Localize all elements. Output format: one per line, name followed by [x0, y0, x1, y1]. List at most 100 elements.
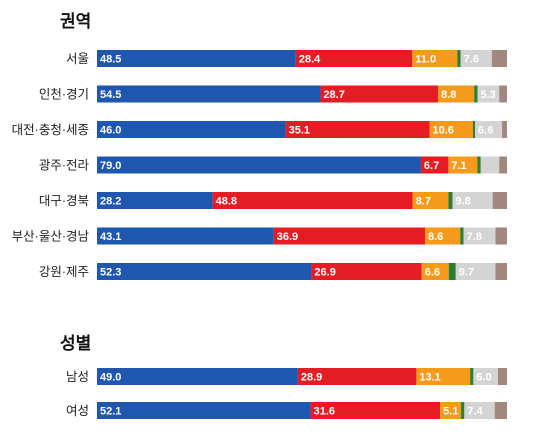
bar-segment [412, 50, 458, 67]
data-label: 48.8 [216, 196, 237, 208]
bar-segment [494, 402, 507, 419]
data-label: 6.6 [478, 125, 493, 137]
bar-segment [421, 263, 449, 280]
bar-segment [474, 85, 478, 103]
data-label: 54.5 [100, 89, 121, 101]
bar-segment [452, 192, 493, 209]
bar-segment [492, 192, 507, 209]
data-label: 5.1 [443, 406, 458, 418]
bar-segment [97, 263, 312, 280]
row-label: 대구·경북 [39, 194, 89, 208]
data-label: 48.5 [100, 54, 121, 66]
data-label: 28.9 [301, 372, 322, 384]
row-label: 남성 [66, 370, 89, 384]
bar-segment [472, 121, 476, 138]
data-label: 5.3 [480, 89, 495, 101]
data-label: 13.1 [419, 372, 440, 384]
bar-segment [491, 50, 507, 67]
data-label: 52.1 [100, 406, 121, 418]
bar-segment [460, 50, 492, 67]
data-label: 8.7 [416, 196, 431, 208]
bar-segment [212, 192, 413, 209]
bar-segment [97, 227, 274, 245]
row-label: 서울 [66, 52, 89, 66]
group-title: 권역 [60, 12, 91, 31]
data-label: 9.8 [455, 196, 470, 208]
bar-segment [473, 368, 498, 385]
data-label: 31.6 [314, 406, 335, 418]
bar-segment [480, 156, 500, 174]
bar-segment [311, 263, 422, 280]
data-label: 6.6 [425, 267, 440, 279]
bar-segment [420, 156, 449, 174]
data-label: 7.6 [464, 54, 479, 66]
bar-segment [448, 263, 456, 280]
bar-segment [502, 121, 507, 138]
bar-segment [429, 121, 473, 138]
bar-segment [273, 227, 425, 245]
group-title: 성별 [60, 334, 91, 353]
row-label: 부산·울산·경남 [12, 230, 90, 244]
bar-segment [495, 227, 507, 245]
data-label: 26.9 [314, 267, 335, 279]
row-label: 강원·제주 [39, 265, 89, 279]
bar-segment [412, 192, 449, 209]
bar-segment [97, 85, 321, 103]
bar-segment [440, 402, 462, 419]
bar-segment [499, 85, 507, 103]
row-label: 인천·경기 [39, 87, 89, 102]
data-label: 46.0 [100, 125, 121, 137]
data-label: 6.7 [424, 160, 439, 172]
bar-segment [461, 402, 465, 419]
data-label: 28.7 [323, 89, 344, 101]
data-label: 7.1 [451, 160, 466, 172]
bar-segment [477, 85, 500, 103]
data-label: 79.0 [100, 160, 121, 172]
bar-segment [285, 121, 430, 138]
data-label: 49.0 [100, 372, 121, 384]
row-label: 여성 [66, 404, 89, 418]
bar-segment [416, 368, 471, 385]
row-label: 대전·충청·세종 [12, 123, 89, 137]
bar-segment [455, 263, 496, 280]
bar-segment [457, 50, 461, 67]
bar-segment [463, 227, 496, 245]
data-label: 28.2 [100, 196, 121, 208]
bar-segment [477, 156, 481, 174]
data-label: 7.4 [467, 406, 483, 418]
bar-segment [460, 227, 464, 245]
data-label: 9.7 [459, 267, 474, 279]
row-label: 광주·전라 [39, 159, 90, 173]
data-label: 7.8 [467, 231, 482, 243]
bar-segment [97, 121, 286, 138]
data-label: 6.0 [476, 372, 491, 384]
bar-segment [495, 263, 507, 280]
bar-segment [297, 368, 417, 385]
data-label: 36.9 [277, 231, 298, 243]
bar-segment [497, 368, 507, 385]
data-label: 35.1 [289, 125, 310, 137]
data-label: 8.6 [428, 231, 443, 243]
data-label: 28.4 [299, 54, 321, 66]
data-label: 8.8 [441, 89, 456, 101]
data-label: 43.1 [100, 231, 121, 243]
bar-segment [97, 192, 213, 209]
bar-segment [97, 50, 296, 67]
bar-segment [448, 192, 453, 209]
bar-segment [425, 227, 461, 245]
bar-segment [499, 156, 507, 174]
bar-segment [97, 156, 421, 174]
bar-segment [97, 368, 298, 385]
bar-segment [310, 402, 441, 419]
bar-segment [438, 85, 475, 103]
bar-segment [320, 85, 439, 103]
bar-segment [295, 50, 413, 67]
data-label: 10.6 [433, 125, 454, 137]
bar-segment [475, 121, 503, 138]
bar-segment [97, 402, 311, 419]
bar-segment [448, 156, 478, 174]
bar-segment [464, 402, 495, 419]
data-label: 11.0 [415, 54, 436, 66]
data-label: 52.3 [100, 267, 121, 279]
